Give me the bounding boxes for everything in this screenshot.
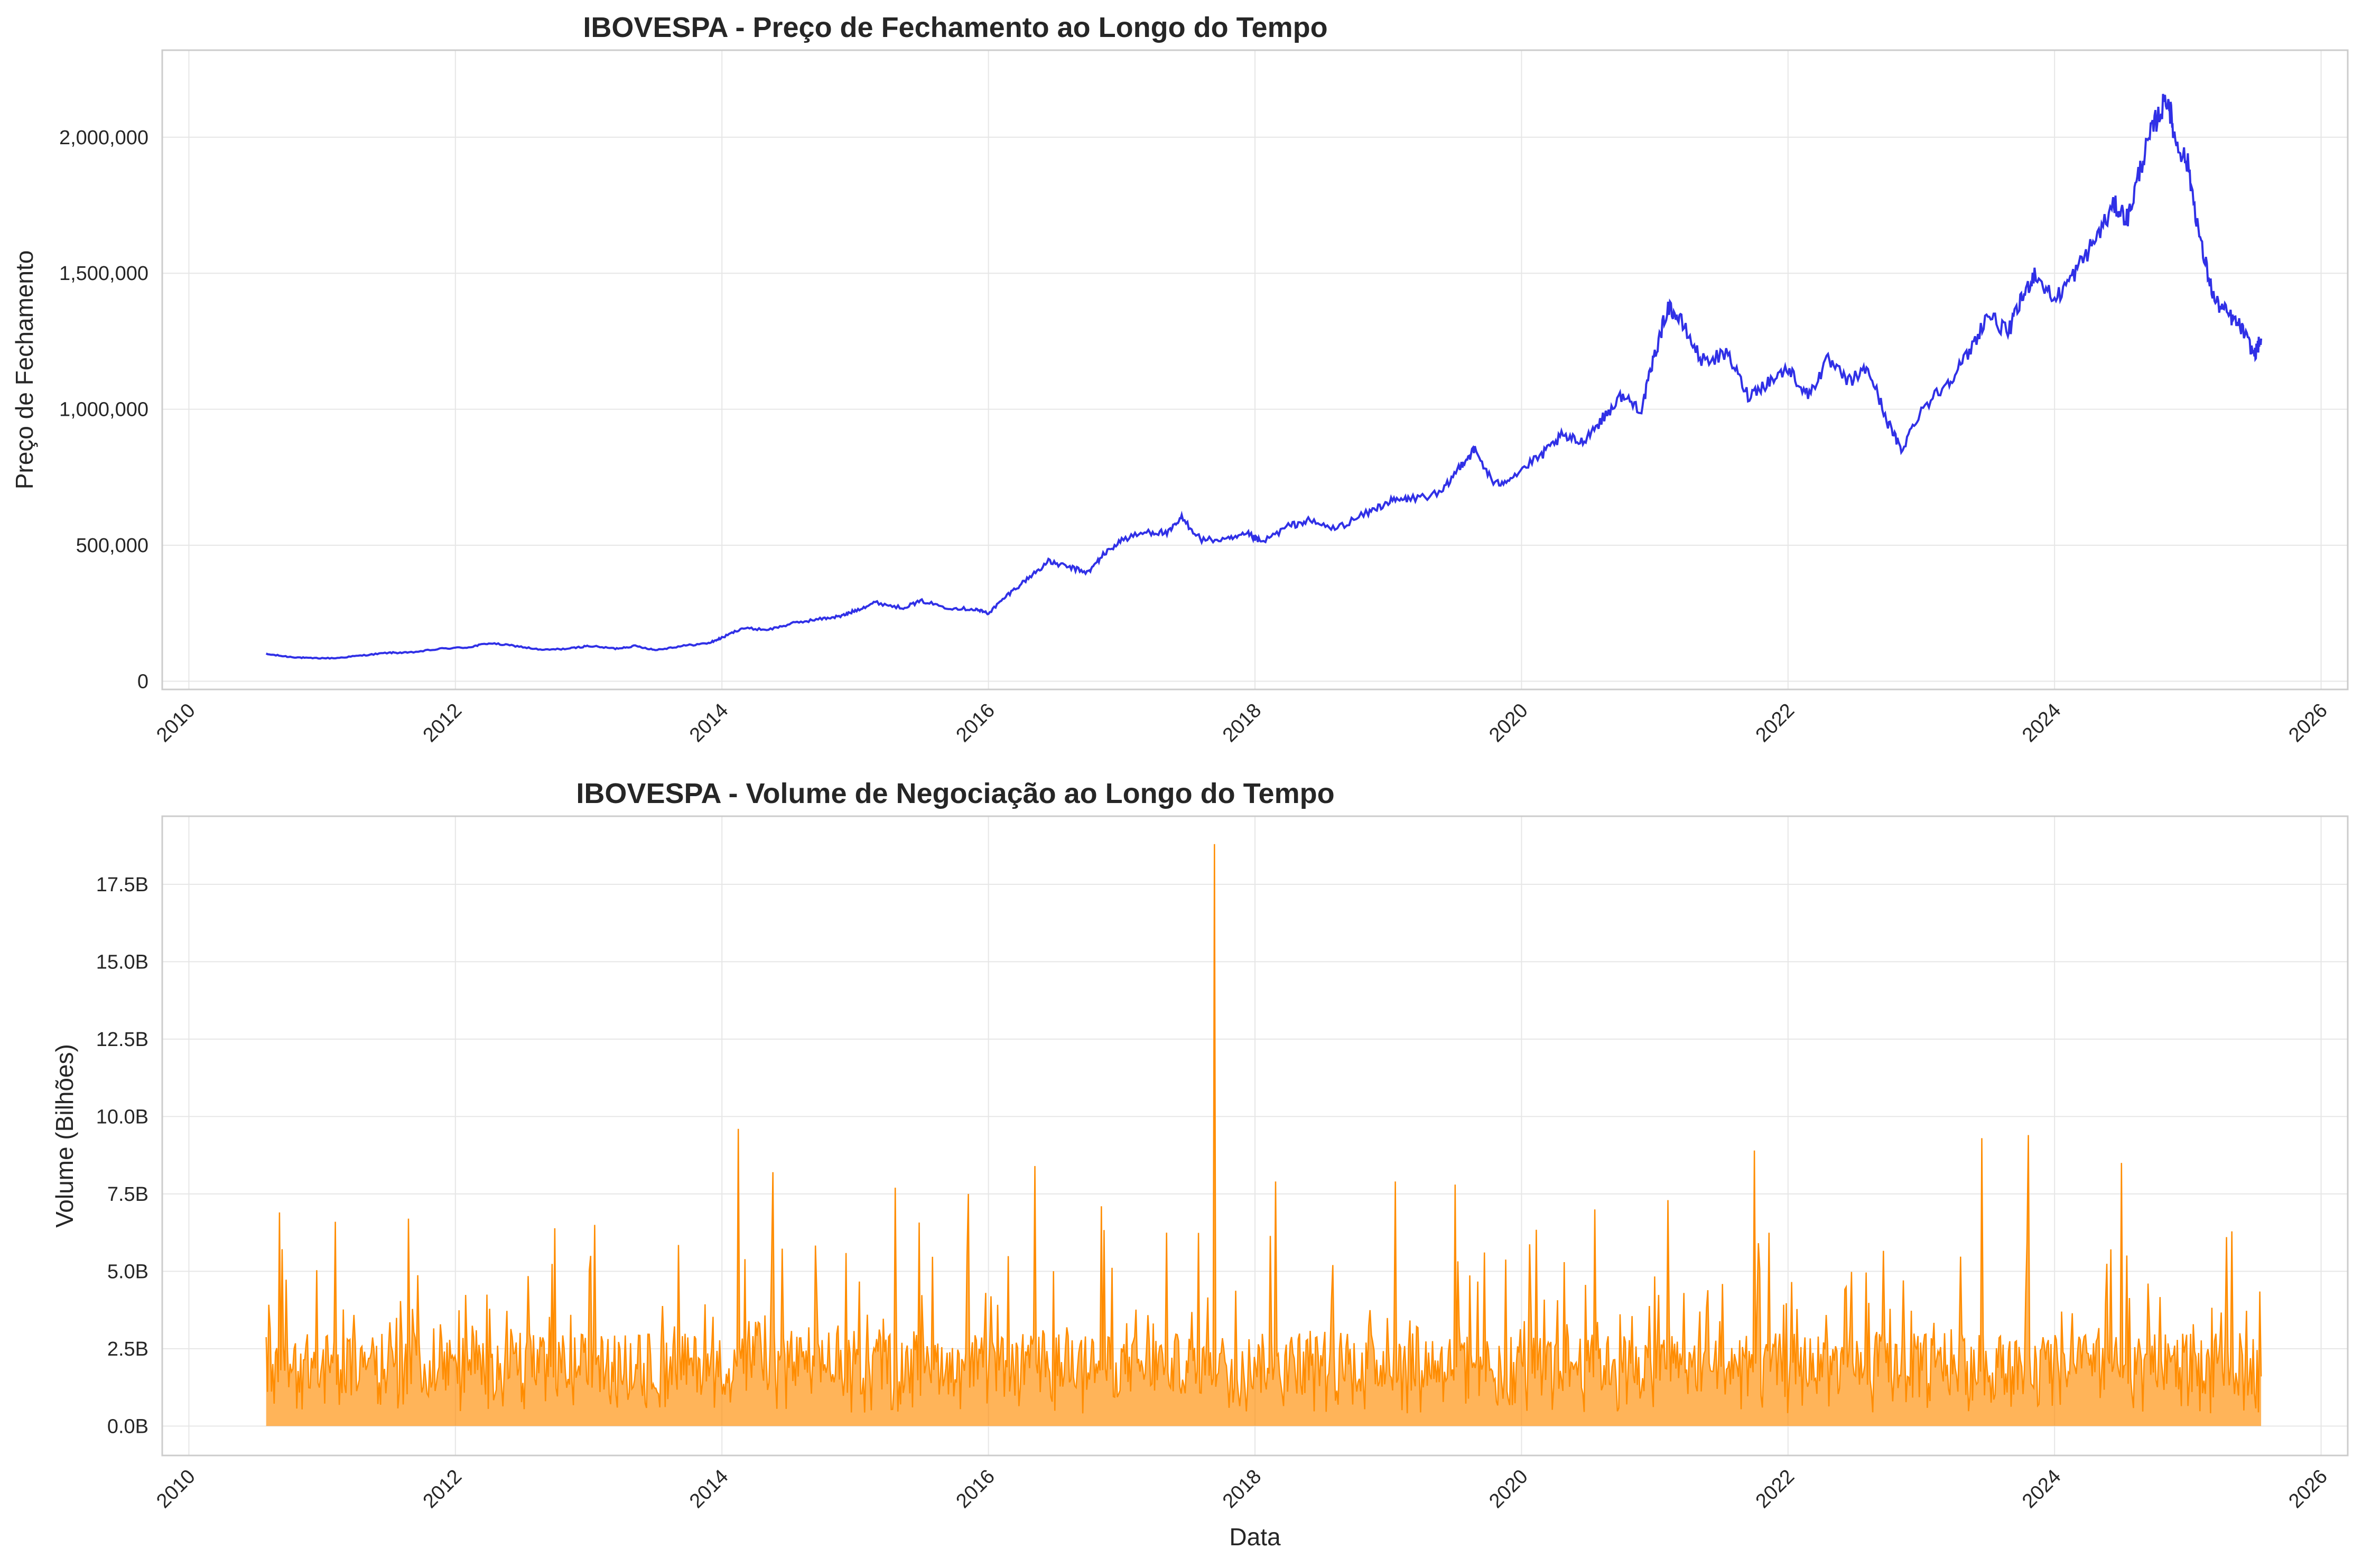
price-chart-x-ticks: 2010 2012 2014 2016 2018 2020 2022 2024 2026 [152,699,2332,746]
price-chart-y-ticks: 0 500,000 1,000,000 1,500,000 2,000,000 [59,127,148,693]
price-line [265,94,2263,660]
y-tick-label: 2.5B [107,1338,148,1360]
x-tick-label: 2010 [152,1466,199,1513]
y-tick-label: 1,500,000 [59,263,148,285]
volume-chart-frame [161,815,2349,1457]
price-chart-frame [161,49,2349,690]
x-tick-label: 2018 [1219,699,1266,746]
x-tick-label: 2026 [2284,1466,2331,1513]
volume-chart-title: IBOVESPA - Volume de Negociação ao Longo… [576,778,1334,809]
x-tick-label: 2014 [685,1466,732,1513]
volume-line [265,844,2262,1414]
y-tick-label: 10.0B [96,1106,148,1128]
price-chart-title: IBOVESPA - Preço de Fechamento ao Longo … [583,12,1327,43]
x-tick-label: 2026 [2284,699,2331,746]
x-tick-label: 2016 [952,699,999,746]
volume-chart: IBOVESPA - Volume de Negociação ao Longo… [51,778,2349,1551]
x-tick-label: 2012 [419,699,466,746]
price-chart-x-grid [188,50,2322,689]
volume-chart-ylabel: Volume (Bilhões) [51,1044,78,1228]
price-chart: IBOVESPA - Preço de Fechamento ao Longo … [11,12,2349,746]
volume-chart-y-ticks: 0.0B 2.5B 5.0B 7.5B 10.0B 12.5B 15.0B 17.5B [96,874,148,1438]
x-tick-label: 2020 [1485,1466,1532,1513]
x-tick-label: 2022 [1752,1466,1799,1513]
y-tick-label: 5.0B [107,1261,148,1283]
x-tick-label: 2018 [1219,1466,1266,1513]
y-tick-label: 0 [137,671,148,693]
y-tick-label: 15.0B [96,951,148,973]
volume-chart-x-ticks: 2010 2012 2014 2016 2018 2020 2022 2024 2026 [152,1466,2332,1513]
volume-area [266,844,2262,1426]
x-tick-label: 2020 [1485,699,1532,746]
y-tick-label: 7.5B [107,1183,148,1206]
y-tick-label: 0.0B [107,1415,148,1438]
x-tick-label: 2022 [1752,699,1799,746]
x-tick-label: 2010 [152,699,199,746]
price-chart-ylabel: Preço de Fechamento [11,250,38,490]
y-tick-label: 2,000,000 [59,127,148,149]
y-tick-label: 500,000 [76,535,148,557]
x-tick-label: 2014 [685,699,732,746]
volume-chart-xlabel: Data [1229,1523,1281,1551]
x-tick-label: 2024 [2018,1466,2065,1513]
y-tick-label: 1,000,000 [59,399,148,421]
y-tick-label: 17.5B [96,874,148,896]
x-tick-label: 2024 [2018,699,2065,746]
y-tick-label: 12.5B [96,1029,148,1051]
x-tick-label: 2012 [419,1466,466,1513]
x-tick-label: 2016 [952,1466,999,1513]
price-chart-y-grid [162,136,2348,682]
